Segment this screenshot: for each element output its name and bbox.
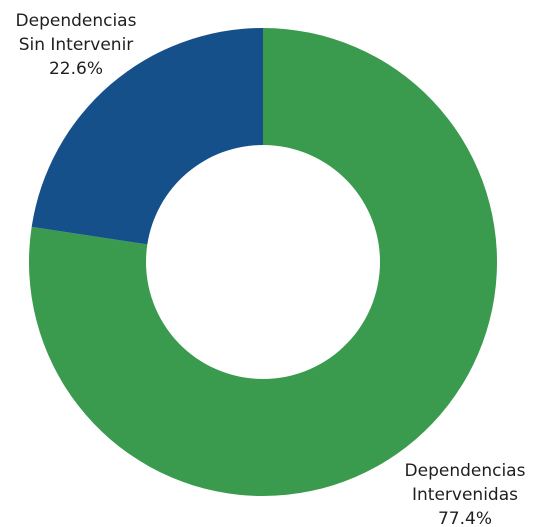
slice-label-intervenidas-line-3: 77.4%	[438, 509, 492, 527]
slice-label-sin-intervenir-line-2: Sin Intervenir	[19, 35, 134, 55]
slice-label-sin-intervenir-line-3: 22.6%	[49, 59, 103, 79]
slice-label-sin-intervenir: Dependencias Sin Intervenir 22.6%	[16, 11, 137, 79]
donut-slice-intervenidas	[29, 28, 498, 497]
slice-label-intervenidas: Dependencias Intervenidas 77.4%	[405, 461, 526, 527]
slice-label-intervenidas-line-1: Dependencias	[405, 461, 526, 481]
slice-label-sin-intervenir-line-1: Dependencias	[16, 11, 137, 31]
donut-slice-sin-intervenir	[31, 28, 264, 245]
slice-label-intervenidas-line-2: Intervenidas	[412, 485, 518, 505]
